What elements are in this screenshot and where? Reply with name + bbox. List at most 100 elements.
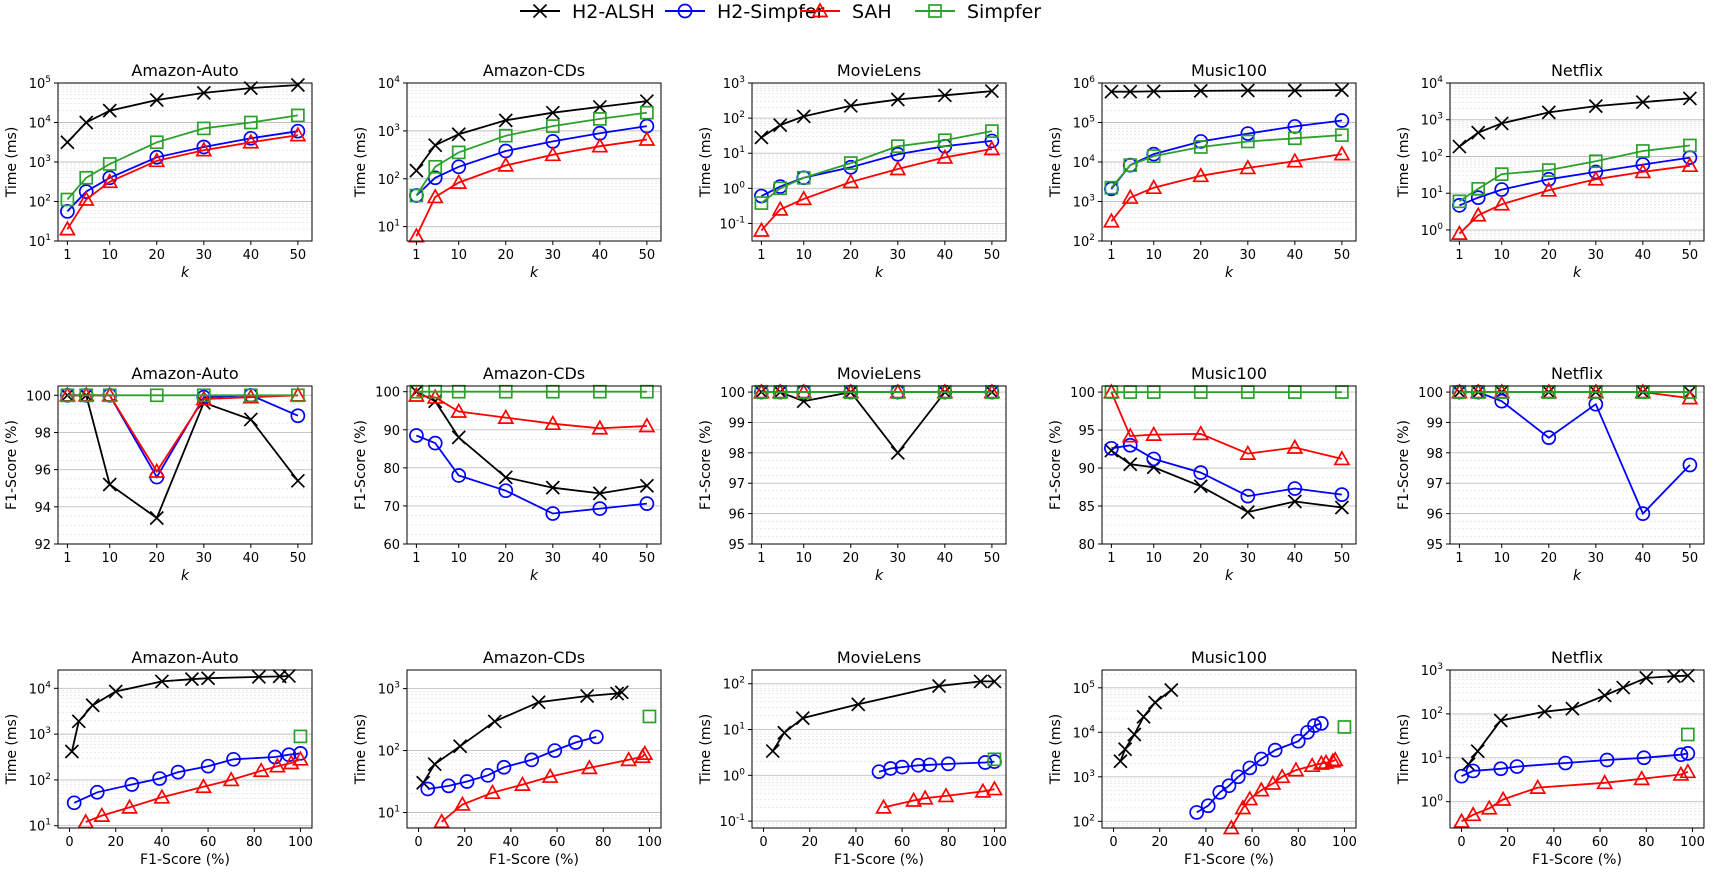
data-point [1461,757,1476,772]
x-tick-label: 30 [196,551,213,566]
series-line [1461,770,1689,823]
data-point [427,435,443,451]
axes-frame [57,385,313,545]
x-tick-label: 0 [1457,835,1465,850]
series-sah [1450,383,1699,405]
x-tick-label: 1 [757,551,765,566]
legend-marker [532,3,548,19]
data-point [1540,181,1558,197]
data-point [1230,769,1246,785]
series-line [1119,689,1172,762]
y-tick-label: 100 [1070,386,1095,401]
data-point [243,81,258,96]
data-point [568,735,583,750]
y-tick-label: 105 [29,75,51,92]
data-point [771,200,789,216]
series-line [85,758,301,823]
data-point [1537,704,1552,719]
x-tick-label: 20 [149,248,166,263]
axes-frame [1449,82,1705,242]
data-point [1636,144,1650,158]
data-point [1234,799,1252,815]
data-point [409,188,424,203]
data-point [496,759,512,775]
subplot-2-5: 1 10 20 30 40 50 95 96 97 98 99 100 Netflix k F1-Score… [1396,364,1705,584]
series-line [66,114,299,201]
data-point [1148,695,1163,710]
subplot-3-5: 0 20 40 60 80 100 100 101 102 103 Netflix F1-Score … [1396,648,1705,868]
data-point [1680,746,1696,761]
data-point [1509,759,1525,774]
data-point [985,124,999,138]
data-point [922,757,938,773]
data-point [1635,506,1651,521]
series-line [1461,752,1688,778]
x-tick-label: 10 [101,248,118,263]
y-tick-label: 80 [1078,538,1095,553]
y-tick-label: 103 [29,726,51,743]
data-point [1102,212,1120,228]
series-h2-simpfer [420,729,604,797]
data-point [1596,774,1614,790]
series-line [415,125,648,197]
series-h2-alsh [765,674,1002,759]
series-line [760,130,993,204]
legend-item: H2-Simpfer [665,1,825,23]
subplot-title: Amazon-Auto [131,364,238,383]
y-tick-label: 103 [378,681,400,698]
data-point [1288,131,1302,146]
data-point [1682,457,1698,473]
y-tick-label: 102 [1421,148,1443,165]
data-point [184,672,200,687]
x-axis-label: k [875,568,884,584]
y-tick-label: 103 [1073,194,1095,211]
data-point [1333,145,1351,161]
data-point [580,688,595,704]
data-point [795,710,810,726]
x-tick-label: 10 [1145,551,1162,566]
data-point [60,135,75,150]
x-tick-label: 1 [412,248,420,263]
x-tick-label: 40 [1287,248,1304,263]
data-point [1145,178,1163,195]
series-line [772,680,995,752]
y-tick-label: 102 [723,110,745,127]
data-point [200,671,216,686]
x-tick-label: 100 [637,835,662,850]
data-point [1494,116,1509,131]
data-point [591,419,609,435]
data-point [1334,487,1350,502]
axes-frame [1449,669,1705,829]
series-h2-alsh [1104,83,1349,99]
y-tick-label: 96 [34,464,51,479]
series-h2-simpfer [1104,437,1350,504]
data-point [977,755,993,770]
series-line [1230,759,1336,829]
x-tick-label: 20 [498,248,515,263]
x-axis-label: F1-Score (%) [1184,852,1274,868]
y-tick-label: 101 [378,805,400,822]
x-axis-label: F1-Score (%) [489,852,579,868]
y-axis-label: Time (ms) [1396,127,1412,199]
data-point [497,408,515,424]
x-axis-label: k [875,265,884,281]
data-point [1164,682,1179,698]
subplot-3-4: 0 20 40 60 80 100 102 103 104 105 Music100 F1-Score… [1048,648,1357,868]
data-point [78,184,94,199]
subplot-3-2: 0 20 40 60 80 100 101 102 103 Amazon-CDs F1-Score … [353,648,662,868]
series-simpfer [409,384,654,399]
data-point [796,109,811,124]
data-point [1104,180,1119,195]
y-tick-label: 101 [723,722,745,739]
data-point [1587,170,1605,186]
x-tick-label: 40 [243,248,260,263]
data-point [459,774,475,789]
y-tick-label: 102 [1073,233,1095,250]
subplot-title: Netflix [1551,648,1603,667]
axes-frame [751,385,1007,545]
x-tick-label: 1 [63,248,71,263]
data-point [1616,680,1631,695]
data-point [842,173,860,189]
data-point [1529,778,1547,794]
y-axis-label: F1-Score (%) [1396,420,1412,510]
